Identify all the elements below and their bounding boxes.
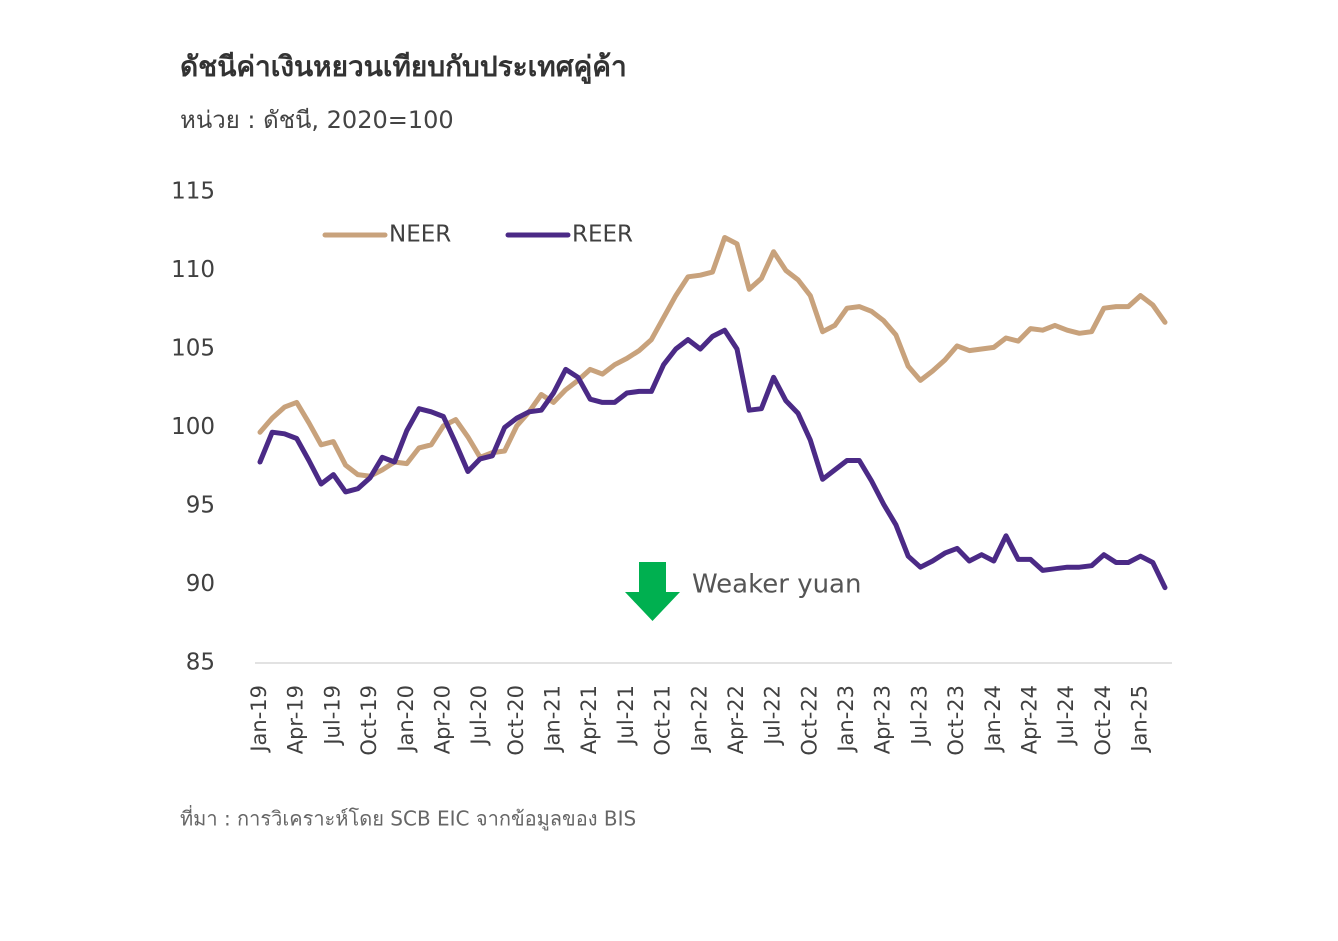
y-tick-label: 105 — [171, 336, 215, 362]
x-tick-label: Jan-19 — [247, 685, 271, 754]
x-tick-label: Jul-24 — [1054, 685, 1078, 747]
x-tick-label: Apr-24 — [1017, 685, 1041, 754]
x-tick-label: Jan-20 — [394, 685, 418, 754]
x-tick-label: Apr-20 — [430, 685, 454, 754]
series-line — [257, 327, 1168, 591]
legend-label: NEER — [389, 222, 451, 248]
x-tick-label: Jul-19 — [320, 685, 344, 747]
y-tick-label: 95 — [186, 493, 215, 519]
chart-title: ดัชนีค่าเงินหยวนเทียบกับประเทศคู่ค้า — [180, 50, 627, 84]
series-line — [257, 235, 1168, 479]
annotation: Weaker yuan — [692, 570, 861, 600]
x-tick-label: Jan-25 — [1128, 685, 1152, 754]
x-tick-label: Jan-23 — [834, 685, 858, 754]
x-tick-label: Apr-19 — [284, 685, 308, 754]
x-tick-label: Oct-21 — [651, 685, 675, 756]
down-arrow-icon — [625, 562, 680, 621]
x-tick-label: Apr-21 — [577, 685, 601, 754]
x-tick-label: Jan-21 — [541, 685, 565, 754]
x-tick-label: Jul-22 — [761, 685, 785, 747]
legend-label: REER — [572, 222, 633, 248]
y-tick-label: 85 — [186, 650, 215, 676]
x-tick-label: Apr-22 — [724, 685, 748, 754]
x-tick-label: Jul-23 — [907, 685, 931, 747]
x-tick-label: Apr-23 — [871, 685, 895, 754]
x-tick-label: Oct-24 — [1091, 685, 1115, 756]
y-tick-label: 100 — [171, 414, 215, 440]
x-tick-label: Oct-20 — [504, 685, 528, 756]
x-tick-label: Jan-24 — [981, 685, 1005, 754]
x-tick-label: Jul-20 — [467, 685, 491, 747]
x-tick-label: Oct-23 — [944, 685, 968, 756]
x-tick-label: Oct-22 — [797, 685, 821, 756]
y-tick-label: 90 — [186, 571, 215, 597]
chart-subtitle: หน่วย : ดัชนี, 2020=100 — [180, 106, 454, 134]
y-tick-label: 115 — [171, 179, 215, 205]
x-tick-label: Oct-19 — [357, 685, 381, 756]
x-tick-label: Jan-22 — [687, 685, 711, 754]
x-tick-label: Jul-21 — [614, 685, 638, 747]
source-note: ที่มา : การวิเคราะห์โดย SCB EIC จากข้อมู… — [180, 805, 636, 832]
y-tick-label: 110 — [171, 257, 215, 283]
